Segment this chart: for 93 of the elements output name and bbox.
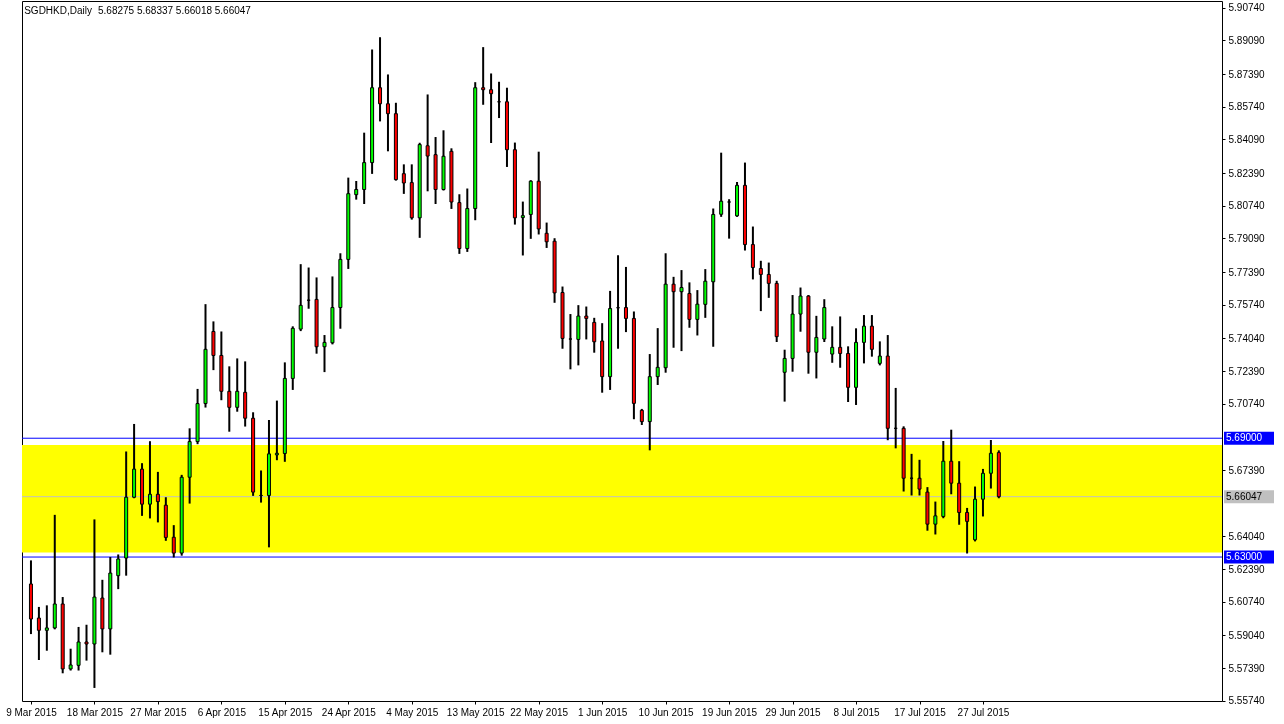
candlestick (758, 260, 763, 312)
candlestick (171, 525, 176, 558)
y-tick-label: 5.74040 (1228, 332, 1266, 344)
candlestick (211, 321, 216, 371)
y-tick-label: 5.89090 (1228, 34, 1266, 46)
candlestick (36, 606, 41, 661)
candlestick (147, 441, 152, 519)
y-tick-label: 5.77390 (1228, 266, 1266, 278)
candlestick (965, 507, 970, 554)
x-tick-label: 27 Jul 2015 (957, 706, 1010, 718)
x-tick-label: 27 Mar 2015 (130, 706, 187, 718)
candlestick (401, 164, 406, 194)
candlestick (44, 605, 49, 651)
candlestick (782, 349, 787, 402)
candlestick (378, 37, 383, 122)
candlestick (227, 366, 232, 432)
x-tick-label: 22 May 2015 (510, 706, 569, 718)
candlestick (655, 328, 660, 385)
ref-line-label: 5.69000 (1226, 432, 1263, 444)
ref-line-label: 5.63000 (1226, 551, 1263, 563)
candlestick (76, 626, 81, 671)
candlestick (385, 74, 390, 152)
candlestick (798, 287, 803, 332)
candlestick (84, 624, 89, 661)
y-tick-label: 5.67390 (1228, 464, 1266, 476)
y-tick-label: 5.60740 (1228, 596, 1266, 608)
y-tick-label: 5.72390 (1228, 365, 1266, 377)
y-tick-label: 5.79090 (1228, 232, 1266, 244)
x-tick-label: 10 Jun 2015 (638, 706, 695, 718)
y-tick-label: 5.84090 (1228, 133, 1266, 145)
x-tick-label: 8 Jul 2015 (833, 706, 881, 718)
candlestick (116, 554, 121, 590)
y-tick-label: 5.80740 (1228, 200, 1266, 212)
x-tick-label: 9 Mar 2015 (6, 706, 58, 718)
candlestick (592, 317, 597, 353)
candlestick (814, 315, 819, 379)
ref-line-label: 5.66047 (1226, 490, 1263, 502)
candlestick (679, 270, 684, 352)
candlestick (544, 222, 549, 248)
y-tick-label: 5.70740 (1228, 398, 1266, 410)
y-tick-label: 5.82390 (1228, 167, 1266, 179)
candlestick (917, 459, 922, 496)
candlestick (949, 429, 954, 495)
candlestick (727, 199, 732, 239)
candlestick (869, 315, 874, 357)
candlestick (750, 226, 755, 280)
candlestick (489, 73, 494, 143)
chart-title: SGDHKD,Daily (24, 5, 92, 16)
candlestick (861, 315, 866, 364)
y-tick-label: 5.62390 (1228, 563, 1266, 575)
candlestick (877, 341, 882, 366)
candlestick (766, 262, 771, 298)
candlestick (576, 305, 581, 366)
y-tick-label: 5.64040 (1228, 530, 1266, 542)
y-tick-label: 5.85740 (1228, 101, 1266, 113)
candlestick (671, 276, 676, 348)
x-tick-label: 13 May 2015 (446, 706, 506, 718)
candlestick (298, 264, 303, 332)
x-tick-label: 17 Jul 2015 (894, 706, 947, 718)
candlestick (274, 400, 279, 461)
candlestick (988, 440, 993, 489)
candlestick (838, 316, 843, 368)
x-tick-label: 24 Apr 2015 (321, 706, 377, 718)
x-tick-label: 29 Jun 2015 (765, 706, 822, 718)
candlestick (568, 314, 573, 370)
candlestick (695, 290, 700, 336)
candlestick (830, 326, 835, 363)
candlestick (719, 152, 724, 217)
candlestick (68, 648, 73, 671)
chart-subtitle: 5.68275 5.68337 5.66018 5.66047 (98, 5, 252, 16)
y-tick-label: 5.55740 (1228, 695, 1266, 707)
candlestick (52, 514, 57, 630)
x-tick-label: 1 Jun 2015 (577, 706, 628, 718)
x-tick-label: 15 Apr 2015 (258, 706, 313, 718)
x-tick-label: 19 Jun 2015 (702, 706, 758, 718)
x-tick-label: 6 Apr 2015 (197, 706, 247, 718)
candlestick (425, 94, 430, 192)
candlestick (584, 306, 589, 340)
y-tick-label: 5.75740 (1228, 299, 1266, 311)
candlestick (155, 471, 160, 523)
y-tick-label: 5.57390 (1228, 662, 1266, 674)
candlestick (933, 501, 938, 535)
x-tick-label: 18 Mar 2015 (66, 706, 124, 718)
candlestick (623, 266, 628, 333)
candlestick (481, 47, 486, 105)
candlestick (703, 269, 708, 318)
y-tick-label: 5.90740 (1228, 2, 1266, 14)
y-tick-label: 5.59040 (1228, 629, 1266, 641)
y-tick-label: 5.87390 (1228, 68, 1266, 80)
x-tick-label: 4 May 2015 (386, 706, 439, 718)
candlestick (235, 358, 240, 412)
candlestick (520, 201, 525, 256)
candlestick (322, 335, 327, 373)
